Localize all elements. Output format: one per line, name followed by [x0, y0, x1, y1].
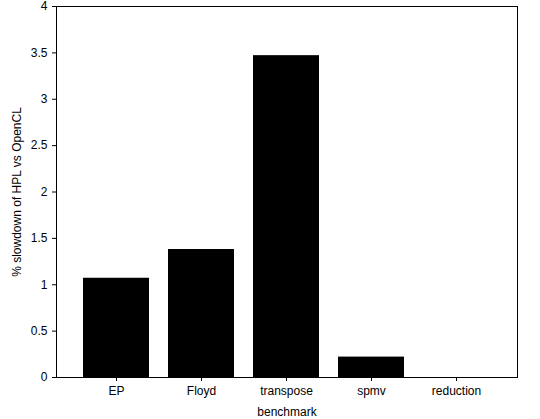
svg-text:2: 2: [41, 185, 48, 199]
svg-text:3: 3: [41, 92, 48, 106]
svg-text:transpose: transpose: [260, 384, 313, 398]
svg-text:1.5: 1.5: [31, 231, 48, 245]
svg-text:EP: EP: [108, 384, 124, 398]
svg-text:0: 0: [41, 370, 48, 384]
svg-text:1: 1: [41, 278, 48, 292]
svg-text:spmv: spmv: [357, 384, 386, 398]
svg-text:4: 4: [41, 0, 48, 13]
svg-text:reduction: reduction: [432, 384, 481, 398]
svg-text:2.5: 2.5: [31, 138, 48, 152]
svg-text:3.5: 3.5: [31, 46, 48, 60]
svg-text:benchmark: benchmark: [257, 405, 317, 419]
svg-text:% slowdown of HPL vs OpenCL: % slowdown of HPL vs OpenCL: [10, 107, 24, 277]
svg-text:Floyd: Floyd: [187, 384, 216, 398]
svg-text:0.5: 0.5: [31, 324, 48, 338]
